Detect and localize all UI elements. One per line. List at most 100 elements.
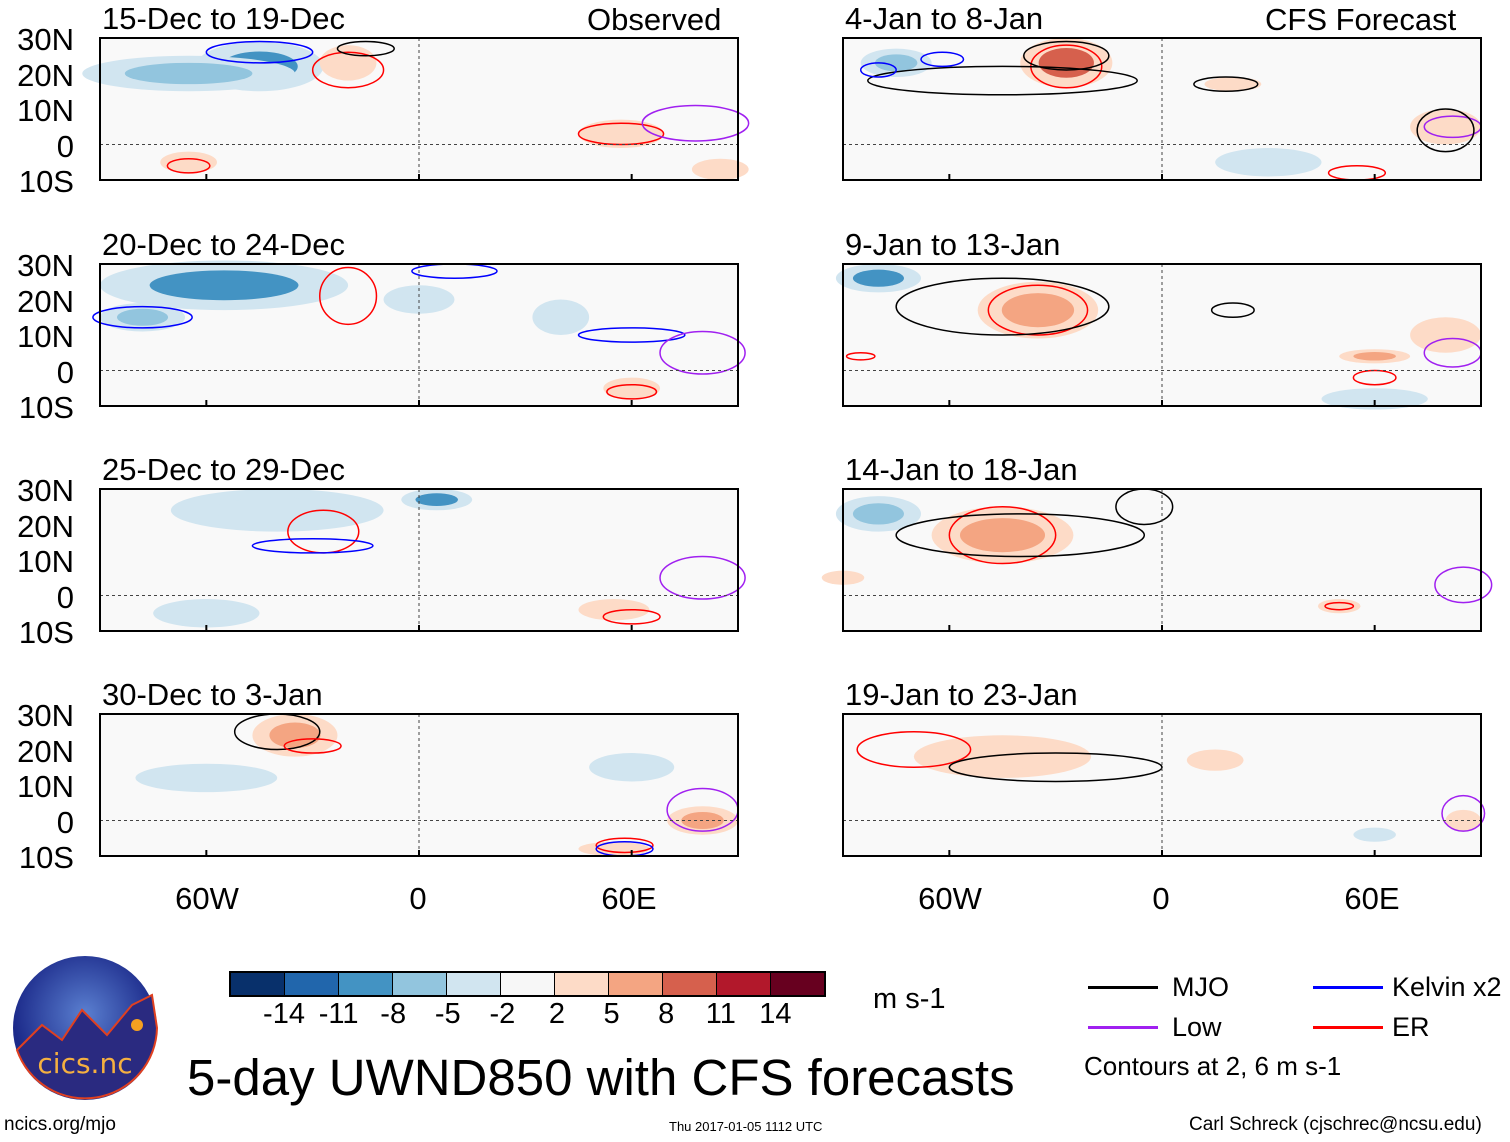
map-panel [842, 37, 1482, 181]
wind-anomaly-shading [1001, 293, 1075, 328]
cics-logo: cics.nc [13, 956, 158, 1100]
purple-contour [1441, 794, 1486, 832]
blue-contour [859, 62, 897, 78]
colorbar-swatch [717, 973, 771, 995]
lat-label: 0 [56, 579, 74, 615]
lat-label: 30N [17, 473, 74, 508]
black-contour [1416, 108, 1475, 153]
black-contour [895, 277, 1110, 336]
panel-title: 14-Jan to 18-Jan [845, 452, 1078, 487]
colorbar-tick-label: 14 [759, 998, 792, 1030]
lat-label: 0 [56, 354, 74, 390]
lat-label: 20N [17, 508, 74, 544]
red-contour [856, 731, 972, 768]
wind-anomaly-shading [117, 308, 169, 326]
red-contour [1352, 369, 1397, 386]
legend-mjo-line [1088, 986, 1158, 989]
observed-label: Observed [587, 2, 722, 37]
colorbar-tick-label: 2 [548, 998, 566, 1030]
colorbar-swatch [663, 973, 717, 995]
map-panel [835, 263, 1482, 410]
wind-anomaly-shading [852, 269, 904, 287]
panel-title: 9-Jan to 13-Jan [845, 227, 1061, 262]
lat-label: 10S [18, 164, 74, 199]
blue-contour [251, 537, 374, 554]
blue-contour [920, 51, 965, 68]
wind-anomaly-shading [1424, 324, 1467, 346]
purple-contour [1434, 566, 1493, 604]
wind-anomaly-shading [174, 604, 239, 622]
colorbar-swatch [555, 973, 609, 995]
lat-label: 10S [18, 615, 74, 650]
wind-anomaly-shading [1353, 352, 1396, 361]
wind-anomaly-shading [163, 769, 249, 787]
colorbar-tick-label: -11 [318, 998, 359, 1030]
wind-anomaly-shading [1198, 753, 1233, 767]
black-contour [336, 40, 395, 57]
lat-label: 30N [17, 698, 74, 733]
legend-kelvin-label: Kelvin x2 [1392, 972, 1502, 1002]
map-panel [99, 488, 746, 632]
map-panel [821, 488, 1493, 632]
colorbar-units: m s-1 [873, 983, 946, 1015]
colorbar-swatch [285, 973, 339, 995]
figure-title: 5-day UWND850 with CFS forecasts [187, 1049, 1015, 1106]
colorbar-swatch [393, 973, 447, 995]
colorbar-tick-label: -2 [489, 998, 516, 1030]
panel-title: 19-Jan to 23-Jan [845, 677, 1078, 712]
lat-label: 10N [17, 93, 74, 128]
lat-label: 10N [17, 769, 74, 804]
colorbar-swatch [609, 973, 663, 995]
red-contour [987, 284, 1089, 336]
legend-er-line [1313, 1026, 1383, 1029]
wind-anomaly-shading [397, 290, 441, 309]
wind-anomaly-shading [959, 518, 1046, 553]
wind-anomaly-shading [606, 758, 658, 776]
black-contour [895, 513, 1146, 558]
map-panel [99, 713, 739, 857]
black-contour [1193, 76, 1259, 93]
colorbar-tick-label: -5 [434, 998, 461, 1030]
red-contour [948, 506, 1057, 565]
wind-anomaly-shading [592, 603, 636, 617]
legend-kelvin-line [1313, 986, 1383, 989]
lat-label: 0 [56, 128, 74, 164]
black-contour [1023, 40, 1110, 71]
red-contour [1324, 601, 1355, 611]
blue-contour [205, 40, 314, 64]
legend-er-label: ER [1392, 1012, 1430, 1042]
wind-anomaly-shading [703, 162, 738, 176]
contour-note: Contours at 2, 6 m s-1 [1084, 1051, 1342, 1081]
colorbar-swatch [771, 973, 824, 995]
source-url[interactable]: ncics.org/mjo [4, 1114, 116, 1135]
red-contour [283, 738, 342, 754]
colorbar-tick-label: 8 [658, 998, 675, 1030]
purple-contour [641, 104, 750, 142]
lat-label: 10S [18, 390, 74, 425]
red-contour [602, 608, 661, 625]
colorbar-swatch [501, 973, 555, 995]
wind-anomaly-shading [331, 52, 366, 74]
red-contour [166, 157, 211, 174]
panel-title: 20-Dec to 24-Dec [102, 227, 345, 262]
wind-anomaly-shading [213, 497, 342, 524]
colorbar-swatch [231, 973, 285, 995]
lat-label: 30N [17, 248, 74, 283]
blue-contour [92, 305, 193, 329]
cfs-forecast-label: CFS Forecast [1265, 2, 1457, 37]
map-panel [92, 260, 746, 407]
wind-anomaly-shading [1342, 392, 1407, 406]
colorbar [229, 971, 826, 997]
panel-title: 25-Dec to 29-Dec [102, 452, 345, 487]
legend-low-label: Low [1172, 1012, 1222, 1042]
wind-anomaly-shading [614, 381, 649, 395]
lat-label: 10S [18, 840, 74, 875]
wind-anomaly-shading [543, 306, 578, 328]
lon-label: 60E [1344, 881, 1400, 916]
lat-label: 10N [17, 544, 74, 579]
wind-anomaly-shading [1326, 601, 1352, 611]
svg-text:cics.nc: cics.nc [37, 1047, 132, 1080]
colorbar-tick-label: -14 [263, 998, 305, 1030]
red-contour [595, 837, 654, 854]
wind-anomaly-shading [592, 844, 636, 854]
